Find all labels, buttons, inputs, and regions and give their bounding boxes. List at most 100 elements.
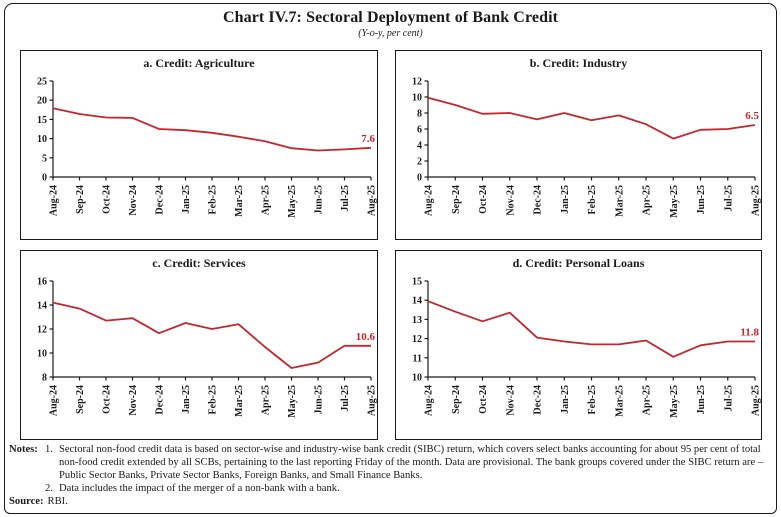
x-tick-label: Nov-24 xyxy=(505,185,516,216)
notes-label: Notes: xyxy=(9,444,38,455)
panel-title: a. Credit: Agriculture xyxy=(143,56,255,70)
source-row: Source: RBI. xyxy=(9,495,773,508)
y-tick-label: 6 xyxy=(417,125,422,136)
y-tick-label: 14 xyxy=(412,296,422,307)
note-item-2: 2. Data includes the impact of the merge… xyxy=(9,482,773,495)
panel-title: d. Credit: Personal Loans xyxy=(512,256,645,270)
y-tick-label: 11 xyxy=(413,353,422,364)
figure-border xyxy=(4,3,777,514)
x-tick-label: Oct-24 xyxy=(478,185,489,214)
x-tick-label: Aug-25 xyxy=(367,385,378,416)
series-line xyxy=(427,96,756,140)
x-tick-label: Jan-25 xyxy=(560,385,571,414)
y-tick-label: 12 xyxy=(412,77,422,88)
note-number: 1. xyxy=(45,444,53,455)
y-tick-label: 15 xyxy=(412,277,422,288)
x-tick-label: Jan-25 xyxy=(560,185,571,214)
x-tick-label: Feb-25 xyxy=(208,185,219,214)
x-tick-label: Jun-25 xyxy=(314,185,325,214)
x-tick-label: Feb-25 xyxy=(587,385,598,414)
panel-credit-services: c. Credit: Services 8 10 12 14 16 Aug-24 Sep-2… xyxy=(20,250,378,440)
end-value-label: 11.8 xyxy=(740,326,759,338)
series-line xyxy=(52,301,371,369)
x-tick-label: Mar-25 xyxy=(234,185,245,217)
panel-credit-agriculture: a. Credit: Agriculture 0 5 10 15 20 25 Aug-24 S… xyxy=(20,50,378,240)
x-tick-label: Mar-25 xyxy=(234,385,245,417)
axes xyxy=(49,280,372,381)
axes xyxy=(49,80,372,181)
x-tick-label: May-25 xyxy=(669,385,680,418)
x-tick-label: Aug-25 xyxy=(751,185,762,216)
line-chart-personal-loans: 10 11 12 13 14 15 Aug-24 Sep-24 Oct-24 Nov-24 Dec-… xyxy=(412,277,761,418)
x-tick-label: Dec-24 xyxy=(533,185,544,214)
x-tick-label: Feb-25 xyxy=(587,185,598,214)
x-tick-label: Oct-24 xyxy=(478,385,489,414)
x-tick-label: Aug-24 xyxy=(49,385,60,416)
note-number: 2. xyxy=(45,483,53,494)
x-tick-label: Mar-25 xyxy=(614,185,625,217)
x-tick-label: Sep-24 xyxy=(75,185,86,214)
x-tick-label: Aug-24 xyxy=(424,185,435,216)
y-tick-label: 13 xyxy=(412,315,422,326)
y-tick-label: 20 xyxy=(37,96,47,107)
axes xyxy=(424,80,756,181)
y-tick-label: 25 xyxy=(37,77,47,88)
x-tick-label: Apr-25 xyxy=(642,185,653,215)
axes xyxy=(424,280,756,381)
x-tick-label: Mar-25 xyxy=(614,385,625,417)
y-tick-label: 10 xyxy=(37,349,47,360)
y-tick-label: 10 xyxy=(412,93,422,104)
chart-title: Chart IV.7: Sectoral Deployment of Bank … xyxy=(222,9,559,26)
x-tick-label: Sep-24 xyxy=(75,385,86,414)
panel-title: b. Credit: Industry xyxy=(529,56,628,70)
x-tick-label: Oct-24 xyxy=(102,185,113,214)
y-tick-label: 4 xyxy=(417,141,422,152)
series-line xyxy=(52,107,372,152)
x-tick-label: Nov-24 xyxy=(128,185,139,216)
y-tick-label: 8 xyxy=(42,373,47,384)
notes-section: Notes: 1. Sectoral non-food credit data … xyxy=(9,443,773,508)
panel-grid: a. Credit: Agriculture 0 5 10 15 20 25 Aug-24 S… xyxy=(20,50,762,440)
x-tick-label: Jan-25 xyxy=(181,185,192,214)
series-line xyxy=(427,300,755,358)
x-tick-label: May-25 xyxy=(287,385,298,418)
x-tick-label: Apr-25 xyxy=(642,385,653,415)
x-tick-label: Apr-25 xyxy=(261,385,272,415)
note-item-1: Notes: 1. Sectoral non-food credit data … xyxy=(9,443,773,482)
chart-subtitle: (Y-o-y, per cent) xyxy=(358,28,423,39)
x-tick-label: Sep-24 xyxy=(451,185,462,214)
panel-credit-industry: b. Credit: Industry 0 2 4 6 8 10 12 Aug-24 Sep-2… xyxy=(395,50,762,240)
y-tick-label: 16 xyxy=(37,277,47,288)
line-chart-agriculture: 0 5 10 15 20 25 Aug-24 Sep-24 Oct-24 Nov-24 Dec-24… xyxy=(37,77,378,218)
source-label: Source: xyxy=(9,496,44,507)
x-tick-label: Jun-25 xyxy=(314,385,325,414)
y-tick-label: 0 xyxy=(42,173,47,184)
y-tick-label: 12 xyxy=(412,334,422,345)
x-tick-label: Aug-24 xyxy=(424,385,435,416)
y-tick-label: 10 xyxy=(37,134,47,145)
y-tick-label: 8 xyxy=(417,109,422,120)
x-tick-label: Nov-24 xyxy=(128,385,139,416)
line-chart-services: 8 10 12 14 16 Aug-24 Sep-24 Oct-24 Nov-24 Dec-24 J… xyxy=(37,277,378,418)
y-tick-label: 10 xyxy=(412,373,422,384)
x-tick-label: Dec-24 xyxy=(155,385,166,414)
x-tick-label: Jun-25 xyxy=(696,185,707,214)
note-text: Sectoral non-food credit data is based o… xyxy=(59,444,764,481)
x-tick-label: Jul-25 xyxy=(723,185,734,212)
figure-header: Chart IV.7: Sectoral Deployment of Bank … xyxy=(0,9,781,39)
x-tick-label: Apr-25 xyxy=(261,185,272,215)
x-tick-label: Nov-24 xyxy=(505,385,516,416)
x-tick-label: Dec-24 xyxy=(533,385,544,414)
x-tick-label: Oct-24 xyxy=(102,385,113,414)
end-value-label: 6.5 xyxy=(745,110,759,122)
y-tick-label: 0 xyxy=(417,173,422,184)
x-tick-label: Aug-25 xyxy=(367,185,378,216)
x-tick-label: Jul-25 xyxy=(340,385,351,412)
y-tick-label: 15 xyxy=(37,115,47,126)
x-tick-label: Jul-25 xyxy=(340,185,351,212)
end-value-label: 10.6 xyxy=(356,331,376,343)
y-tick-label: 12 xyxy=(37,325,47,336)
y-tick-label: 14 xyxy=(37,301,47,312)
x-tick-label: Aug-24 xyxy=(49,185,60,216)
end-value-label: 7.6 xyxy=(361,133,375,145)
